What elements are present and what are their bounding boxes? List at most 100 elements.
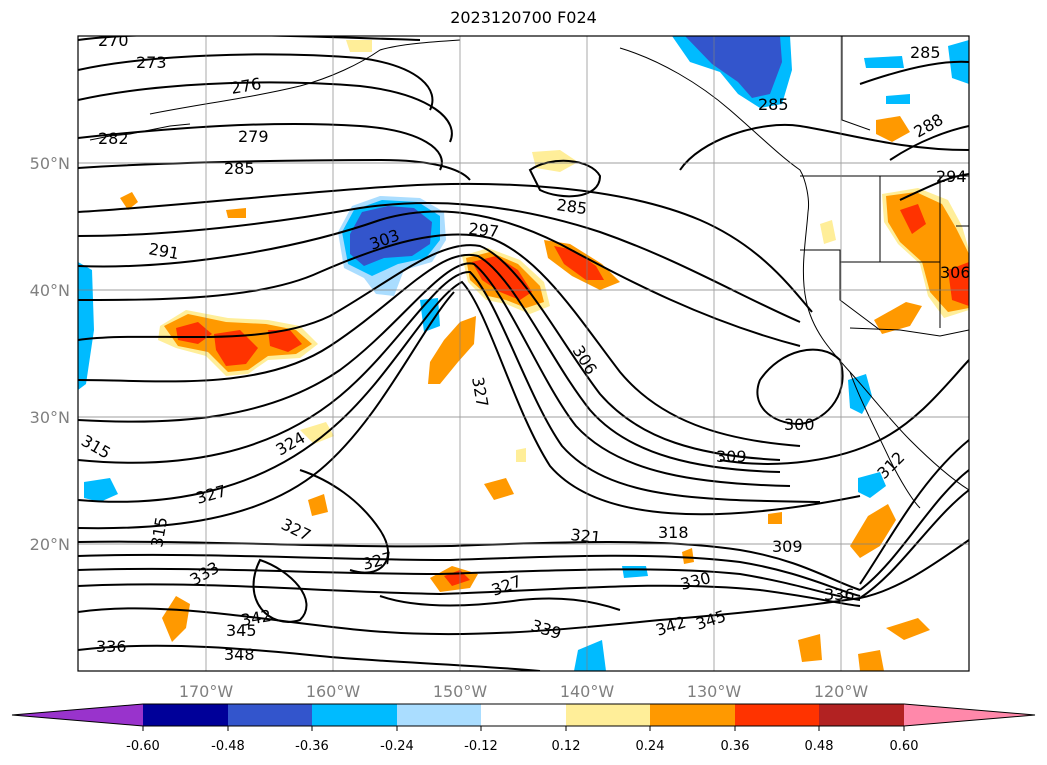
coastline-se-alaska <box>619 47 809 213</box>
contour-line <box>859 439 969 585</box>
contour-label: 297 <box>468 219 500 241</box>
pos-anomaly-tiny1 <box>682 548 694 564</box>
isentrope-contours <box>78 36 969 671</box>
coastline-alaska <box>149 39 461 115</box>
contour-line <box>78 53 434 111</box>
contour-line <box>78 122 443 171</box>
colorbar-tick-label: 0.12 <box>552 739 581 754</box>
pos-anomaly-mid-band <box>428 316 476 384</box>
contour-label: 285 <box>224 159 255 178</box>
pos-anomaly-small-w <box>120 192 138 210</box>
contour-label: 336 <box>96 637 127 656</box>
pos-anomaly-s4 <box>300 422 334 444</box>
pos-anomaly-se3 <box>858 650 884 671</box>
contour-line <box>78 244 781 461</box>
lat-label: 50°N <box>30 154 70 173</box>
contour-line <box>528 159 602 198</box>
pos-anomaly-small-c <box>820 220 836 244</box>
colorbar-bin <box>650 704 735 726</box>
contour-line <box>299 469 390 574</box>
colorbar-tick-label: -0.36 <box>295 739 329 754</box>
lat-label: 30°N <box>30 408 70 427</box>
colorbar: -0.60 -0.48 -0.36 -0.24 -0.12 0.12 0.24 … <box>11 703 1036 754</box>
lon-label: 170°W <box>179 682 234 701</box>
contour-line <box>78 291 455 530</box>
contour-line <box>78 539 969 636</box>
contour-line <box>78 182 813 313</box>
coastline-alaska-islands <box>89 123 191 141</box>
colorbar-bin <box>819 704 904 726</box>
contour-line <box>379 595 621 611</box>
pos-anomaly-east-south <box>850 504 896 558</box>
contour-label: 309 <box>772 537 803 556</box>
neg-anomaly-gulf-alaska-core <box>685 36 782 98</box>
contour-line <box>78 233 801 447</box>
contour-label: 348 <box>224 645 255 664</box>
lat-label: 20°N <box>30 535 70 554</box>
pos-anomaly-sw <box>162 596 190 642</box>
colorbar-bin <box>228 704 312 726</box>
contour-line <box>78 202 801 323</box>
pos-anomaly-ne-jet-core <box>554 246 604 280</box>
longitude-axis: 170°W 160°W 150°W 140°W 130°W 120°W <box>179 682 869 701</box>
contour-line <box>78 553 861 597</box>
contour-line <box>78 270 821 503</box>
neg-anomaly-west-small <box>84 478 118 502</box>
pos-anomaly-west-core3 <box>268 330 302 352</box>
contour-line <box>859 469 969 591</box>
pos-anomaly-tiny3 <box>516 448 526 462</box>
colorbar-bin <box>481 704 566 726</box>
pos-anomaly-west-core1 <box>176 322 212 344</box>
contour-line <box>859 489 969 599</box>
contour-line <box>899 173 969 201</box>
colorbar-bin <box>735 704 819 726</box>
colorbar-tick-label: 0.24 <box>636 739 665 754</box>
pos-anomaly-se1 <box>886 618 930 640</box>
lon-label: 160°W <box>306 682 361 701</box>
neg-anomaly-south2 <box>574 640 606 671</box>
pos-anomaly-east-core2 <box>948 262 969 306</box>
contour-line <box>859 60 969 85</box>
neg-anomaly-coast <box>848 374 872 414</box>
pos-anomaly-tiny2 <box>768 512 782 524</box>
neg-anomaly-baja <box>858 472 886 498</box>
map-title: 2023120700 F024 <box>450 8 597 27</box>
pos-anomaly-coast-north <box>876 116 910 142</box>
contour-label: 309 <box>716 447 747 466</box>
contour-line <box>78 644 541 671</box>
pos-anomaly-s3 <box>308 494 328 516</box>
colorbar-over-arrow <box>904 704 1035 726</box>
colorbar-tick-label: 0.48 <box>805 739 834 754</box>
pos-anomaly-west-core2 <box>214 330 258 366</box>
map-area: 270 273 276 279 282 285 285 285 285 288 … <box>78 36 969 671</box>
contour-label: 318 <box>658 523 689 542</box>
neg-anomaly-south <box>622 566 648 578</box>
contour-label: 294 <box>936 167 967 186</box>
contour-label: 285 <box>758 95 789 114</box>
contour-label: 321 <box>570 525 602 547</box>
colorbar-bin <box>566 704 650 726</box>
contour-line <box>78 280 861 516</box>
colorbar-bin <box>397 704 481 726</box>
contour-label: 279 <box>238 127 269 146</box>
colorbar-ticks <box>142 726 905 731</box>
contour-label: 285 <box>555 195 588 218</box>
coastline-baja <box>849 371 921 509</box>
colorbar-tick-label: -0.12 <box>464 739 498 754</box>
contour-label: 273 <box>136 53 167 72</box>
colorbar-tick-label: 0.60 <box>890 739 919 754</box>
pos-anomaly-se2 <box>798 634 822 662</box>
contour-line <box>78 540 861 591</box>
lon-label: 120°W <box>814 682 869 701</box>
contour-line <box>78 253 781 473</box>
pos-anomaly-small-w2 <box>226 208 246 218</box>
neg-anomaly-central-pac-core <box>350 206 432 266</box>
contour-line <box>78 262 791 487</box>
map-frame <box>77 35 970 672</box>
lon-label: 140°W <box>560 682 615 701</box>
contour-line <box>78 36 421 41</box>
contour-label: 282 <box>98 129 129 148</box>
contour-line <box>252 558 308 623</box>
contour-line <box>78 210 801 347</box>
